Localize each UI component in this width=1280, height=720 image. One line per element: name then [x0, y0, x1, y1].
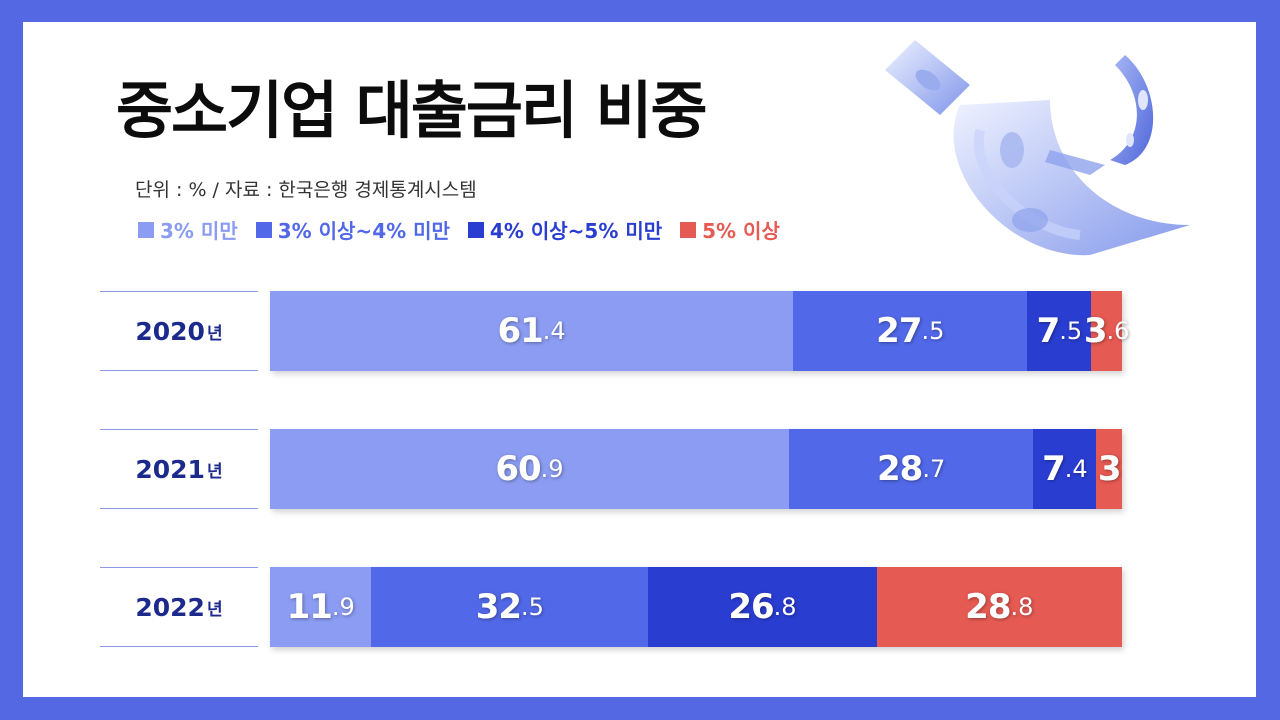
legend-label-4: 5% 이상	[702, 219, 780, 243]
bar-value-decimal: .6	[1106, 317, 1130, 345]
legend-item-1: 3% 미만	[138, 215, 238, 244]
legend-item-2: 3% 이상~4% 미만	[255, 215, 450, 244]
bar-value-label: 11	[286, 587, 333, 627]
bar-value-decimal: .7	[922, 455, 946, 483]
legend-item-3: 4% 이상~5% 미만	[467, 215, 663, 244]
bar-segment-2020년-1: 61.4	[270, 291, 794, 371]
bar-segment-2022년-4: 28.8	[876, 567, 1122, 647]
legend-label-1: 3% 미만	[160, 219, 238, 243]
bar-value-label: 3	[1097, 449, 1122, 489]
bar-value-label: 28	[965, 587, 1011, 627]
bar-value-label: 3	[1083, 311, 1108, 351]
bar-value-decimal: .8	[1010, 593, 1034, 621]
bar-2022: 11.9 32.5 26.8 28.8	[270, 567, 1122, 647]
row-label-2021: 2021 년	[100, 429, 258, 509]
bar-value-decimal: .5	[921, 317, 945, 345]
bar-value-decimal: .5	[521, 593, 544, 621]
row-label-unit: 년	[206, 323, 223, 344]
bar-segment-2022년-1: 11.9	[270, 567, 372, 647]
legend-swatch-1	[138, 221, 154, 238]
row-label-year: 2020	[135, 316, 205, 346]
bar-value-label: 26	[728, 587, 774, 627]
bar-value-decimal: .5	[1059, 317, 1083, 345]
bar-value-label: 27	[876, 311, 922, 351]
row-label-unit: 년	[206, 461, 223, 482]
legend-item-4: 5% 이상	[680, 215, 780, 244]
bar-segment-2021년-1: 60.9	[270, 429, 789, 509]
banknote-illustration	[885, 40, 1190, 256]
chart-title: 중소기업 대출금리 비중	[116, 74, 708, 147]
bar-value-decimal: .4	[542, 317, 566, 345]
legend-label-3: 4% 이상~5% 미만	[489, 219, 663, 243]
legend-swatch-3	[467, 221, 484, 238]
chart-source-note: 단위 : % / 자료 : 한국은행 경제통계시스템	[135, 179, 477, 201]
bar-segment-2020년-4: 3.6	[1084, 291, 1129, 371]
chart-legend: 3% 미만 3% 이상~4% 미만 4% 이상~5% 미만 5% 이상	[138, 215, 780, 244]
bar-value-decimal: .4	[1064, 455, 1088, 483]
bar-value-label: 7	[1036, 311, 1061, 351]
row-label-unit: 년	[206, 599, 223, 620]
row-label-2020: 2020 년	[100, 291, 258, 371]
row-label-year: 2021	[135, 454, 205, 484]
bar-segment-2022년-2: 32.5	[371, 567, 649, 647]
bar-segment-2020년-3: 7.5	[1027, 291, 1092, 371]
row-label-2022: 2022 년	[100, 567, 258, 647]
legend-label-2: 3% 이상~4% 미만	[277, 219, 450, 243]
bar-segment-2021년-3: 7.4	[1033, 429, 1097, 509]
bar-value-label: 61	[497, 311, 543, 351]
bar-value-label: 7	[1042, 449, 1066, 489]
bar-value-decimal: .8	[773, 593, 797, 621]
bar-value-decimal: .9	[331, 593, 355, 621]
bar-segment-2022년-3: 26.8	[648, 567, 877, 647]
row-label-year: 2022	[135, 592, 205, 622]
bar-value-label: 60	[495, 449, 541, 489]
legend-swatch-2	[255, 221, 272, 238]
bar-2021: 60.9 28.7 7.4 3	[270, 429, 1122, 509]
bar-2020: 61.4 27.5 7.5 3.6	[270, 291, 1129, 371]
bar-segment-2021년-2: 28.7	[788, 429, 1034, 509]
bar-value-label: 28	[877, 449, 923, 489]
bar-value-label: 32	[475, 587, 522, 627]
bar-value-decimal: .9	[540, 455, 564, 483]
legend-swatch-4	[680, 221, 697, 238]
bar-segment-2020년-2: 27.5	[793, 291, 1028, 371]
bar-segment-2021년-4: 3	[1096, 429, 1122, 509]
